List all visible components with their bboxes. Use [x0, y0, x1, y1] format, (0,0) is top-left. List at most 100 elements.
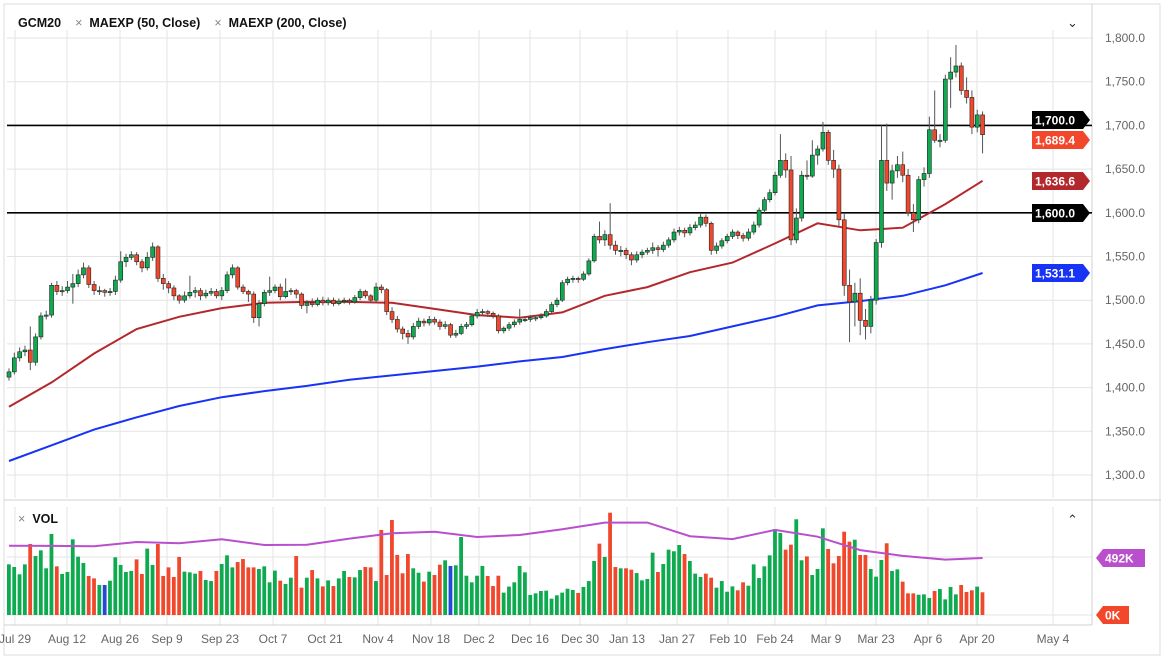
candle[interactable]: [815, 145, 820, 165]
candle[interactable]: [719, 238, 725, 249]
candle[interactable]: [692, 221, 698, 231]
study-ma200-label[interactable]: MAEXP (200, Close): [228, 16, 347, 30]
candle[interactable]: [740, 232, 746, 242]
candle[interactable]: [198, 287, 203, 301]
candle[interactable]: [650, 242, 656, 254]
candle[interactable]: [528, 315, 533, 323]
candle[interactable]: [49, 282, 54, 318]
candle[interactable]: [677, 226, 682, 236]
candle[interactable]: [166, 280, 171, 294]
candle[interactable]: [81, 262, 86, 279]
candle[interactable]: [155, 245, 161, 282]
candle[interactable]: [139, 259, 145, 273]
candle[interactable]: [948, 57, 953, 108]
candle[interactable]: [219, 287, 225, 301]
candle[interactable]: [831, 149, 836, 178]
candle[interactable]: [943, 74, 948, 143]
candle[interactable]: [661, 241, 666, 253]
candle[interactable]: [772, 171, 778, 196]
candle[interactable]: [315, 297, 320, 307]
candle[interactable]: [730, 229, 735, 240]
candle[interactable]: [75, 269, 81, 288]
candle[interactable]: [389, 307, 395, 323]
candle[interactable]: [437, 319, 443, 330]
candle[interactable]: [432, 316, 437, 325]
candle[interactable]: [320, 296, 326, 306]
candle[interactable]: [506, 322, 512, 331]
candle[interactable]: [735, 230, 741, 240]
candle[interactable]: [762, 197, 767, 213]
candle[interactable]: [804, 160, 810, 180]
candle[interactable]: [724, 233, 730, 244]
candle[interactable]: [442, 321, 448, 330]
candle[interactable]: [405, 329, 411, 344]
candle[interactable]: [618, 246, 624, 257]
candle[interactable]: [448, 322, 453, 338]
candle[interactable]: [33, 333, 38, 366]
candle[interactable]: [581, 271, 586, 281]
candle[interactable]: [160, 273, 166, 290]
candle[interactable]: [134, 252, 139, 266]
candle[interactable]: [54, 280, 60, 295]
candle[interactable]: [958, 62, 964, 95]
candle[interactable]: [331, 297, 336, 307]
candle[interactable]: [480, 308, 485, 316]
candle[interactable]: [703, 214, 709, 227]
candle[interactable]: [708, 221, 714, 255]
candle[interactable]: [778, 134, 783, 178]
candle[interactable]: [288, 287, 294, 295]
candle[interactable]: [347, 298, 352, 305]
candle[interactable]: [453, 329, 459, 338]
candle[interactable]: [980, 111, 985, 154]
candle[interactable]: [283, 278, 288, 299]
candle[interactable]: [325, 297, 331, 306]
candle[interactable]: [895, 155, 900, 178]
candle[interactable]: [953, 44, 959, 78]
candle[interactable]: [591, 233, 597, 263]
candle[interactable]: [426, 315, 432, 326]
candle[interactable]: [464, 322, 469, 330]
candle[interactable]: [687, 224, 693, 236]
candle[interactable]: [416, 317, 421, 330]
candle[interactable]: [341, 297, 347, 304]
chevron-down-icon[interactable]: ⌄: [1067, 15, 1078, 30]
candle[interactable]: [192, 287, 198, 298]
candle[interactable]: [756, 207, 762, 228]
candle[interactable]: [490, 311, 496, 319]
candle[interactable]: [565, 276, 570, 286]
candle[interactable]: [889, 164, 895, 200]
candle[interactable]: [597, 221, 602, 244]
candle[interactable]: [634, 251, 640, 263]
candle[interactable]: [458, 323, 464, 336]
candle[interactable]: [368, 294, 374, 303]
candle[interactable]: [857, 278, 863, 336]
remove-study-icon[interactable]: ×: [75, 16, 83, 30]
remove-study-icon[interactable]: ×: [214, 16, 222, 30]
candle[interactable]: [38, 312, 44, 340]
candle[interactable]: [400, 326, 405, 340]
candle[interactable]: [182, 291, 187, 303]
candle[interactable]: [575, 276, 581, 283]
candle[interactable]: [868, 295, 874, 334]
candle[interactable]: [841, 212, 847, 296]
candle[interactable]: [384, 287, 390, 316]
candle[interactable]: [586, 258, 592, 276]
candle[interactable]: [272, 284, 278, 294]
candle[interactable]: [22, 345, 28, 357]
candle[interactable]: [623, 247, 629, 260]
candle[interactable]: [91, 280, 97, 295]
candle[interactable]: [256, 300, 262, 327]
candle[interactable]: [788, 155, 794, 246]
candle[interactable]: [655, 245, 661, 257]
candle[interactable]: [836, 164, 842, 226]
candle[interactable]: [70, 273, 76, 304]
candle[interactable]: [554, 297, 560, 308]
candle[interactable]: [522, 316, 528, 323]
candle[interactable]: [187, 275, 193, 299]
candle[interactable]: [905, 169, 911, 217]
candle[interactable]: [937, 134, 943, 148]
candle[interactable]: [549, 301, 554, 314]
candle[interactable]: [602, 230, 608, 247]
candle[interactable]: [176, 294, 182, 304]
